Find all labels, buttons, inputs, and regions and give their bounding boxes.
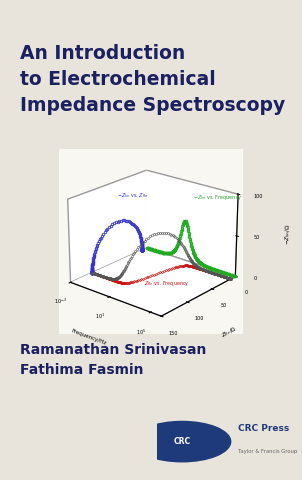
- Text: CRC Press: CRC Press: [238, 424, 289, 433]
- Text: An Introduction
to Electrochemical
Impedance Spectroscopy: An Introduction to Electrochemical Imped…: [20, 44, 285, 115]
- Text: Ramanathan Srinivasan
Fathima Fasmin: Ramanathan Srinivasan Fathima Fasmin: [20, 343, 206, 377]
- Text: Taylor & Francis Group: Taylor & Francis Group: [238, 449, 297, 455]
- Y-axis label: $Z_{Re}/\Omega$: $Z_{Re}/\Omega$: [220, 324, 239, 340]
- X-axis label: Frequency/Hz: Frequency/Hz: [71, 329, 107, 346]
- Circle shape: [133, 421, 231, 462]
- Text: CRC: CRC: [173, 437, 191, 446]
